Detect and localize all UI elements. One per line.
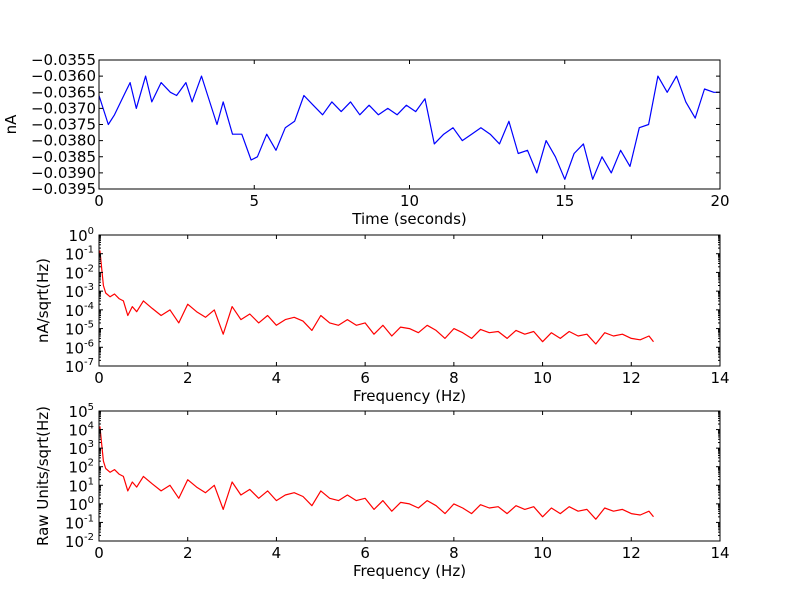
y-tick-label: 10-1 (65, 513, 94, 532)
current-psd-series-line (99, 250, 654, 345)
raw-psd-series-line (99, 426, 654, 520)
x-tick-label: 12 (622, 544, 641, 562)
current-psd-panel: 0 2 4 6 8 10 12 14 10-710-610-510-410-310-210-11… (34, 226, 730, 405)
x-tick-label: 2 (183, 544, 193, 562)
y-tick-label: −0.0375 (31, 116, 96, 134)
y-tick-label: 105 (69, 402, 94, 421)
x-tick-label: 2 (183, 369, 193, 387)
y-tick-label: −0.0370 (31, 99, 96, 117)
x-axis-label: Frequency (Hz) (353, 387, 466, 405)
x-tick-label: 6 (360, 369, 370, 387)
x-axis-label: Time (seconds) (351, 210, 467, 228)
y-tick-label: −0.0355 (31, 51, 96, 69)
x-tick-label: 15 (555, 192, 574, 210)
y-tick-label: 100 (69, 226, 94, 245)
x-tick-label: 10 (400, 192, 419, 210)
x-axis-label: Frequency (Hz) (353, 562, 466, 580)
y-tick-label: 10-7 (65, 357, 94, 376)
y-tick-label: −0.0390 (31, 164, 96, 182)
y-tick-label: 102 (69, 458, 94, 477)
y-tick-label: 10-1 (65, 245, 94, 264)
y-axis-label: nA (2, 114, 20, 135)
y-axis-label: nA/sqrt(Hz) (34, 258, 52, 343)
x-tick-label: 12 (622, 369, 641, 387)
y-tick-label: −0.0395 (31, 180, 96, 198)
y-tick-label: 10-3 (65, 282, 94, 301)
x-tick-label: 0 (94, 192, 104, 210)
y-tick-label: −0.0365 (31, 83, 96, 101)
y-tick-label: 103 (69, 439, 94, 458)
y-tick-label: −0.0380 (31, 132, 96, 150)
x-tick-label: 8 (449, 544, 459, 562)
y-tick-label: 104 (69, 421, 94, 440)
x-tick-label: 8 (449, 369, 459, 387)
x-tick-label: 4 (272, 369, 282, 387)
axes-frame (98, 59, 721, 190)
y-tick-label: −0.0360 (31, 67, 96, 85)
y-tick-label: 10-6 (65, 338, 94, 357)
x-tick-label: 10 (533, 369, 552, 387)
y-tick-label: 10-5 (65, 320, 94, 339)
x-tick-label: 6 (360, 544, 370, 562)
y-tick-label: −0.0385 (31, 148, 96, 166)
axes-frame (98, 234, 721, 367)
x-tick-label: 14 (710, 544, 729, 562)
x-tick-label: 5 (249, 192, 259, 210)
x-tick-label: 0 (94, 369, 104, 387)
y-tick-label: 10-2 (65, 532, 94, 551)
current-trace-series-line (99, 75, 720, 180)
x-tick-label: 10 (533, 544, 552, 562)
y-tick-label: 10-4 (65, 301, 94, 320)
y-tick-label: 100 (69, 495, 94, 514)
x-tick-label: 4 (272, 544, 282, 562)
current-trace-panel: 0 5 10 15 20−0.0395−0.0390−0.0385−0.0380−0.0… (2, 51, 730, 228)
x-tick-label: 0 (94, 544, 104, 562)
y-axis-label: Raw Units/sqrt(Hz) (34, 406, 52, 546)
x-tick-label: 14 (710, 369, 729, 387)
y-tick-label: 10-2 (65, 263, 94, 282)
y-tick-label: 101 (69, 476, 94, 495)
x-tick-label: 20 (710, 192, 729, 210)
axes-frame (98, 410, 721, 542)
